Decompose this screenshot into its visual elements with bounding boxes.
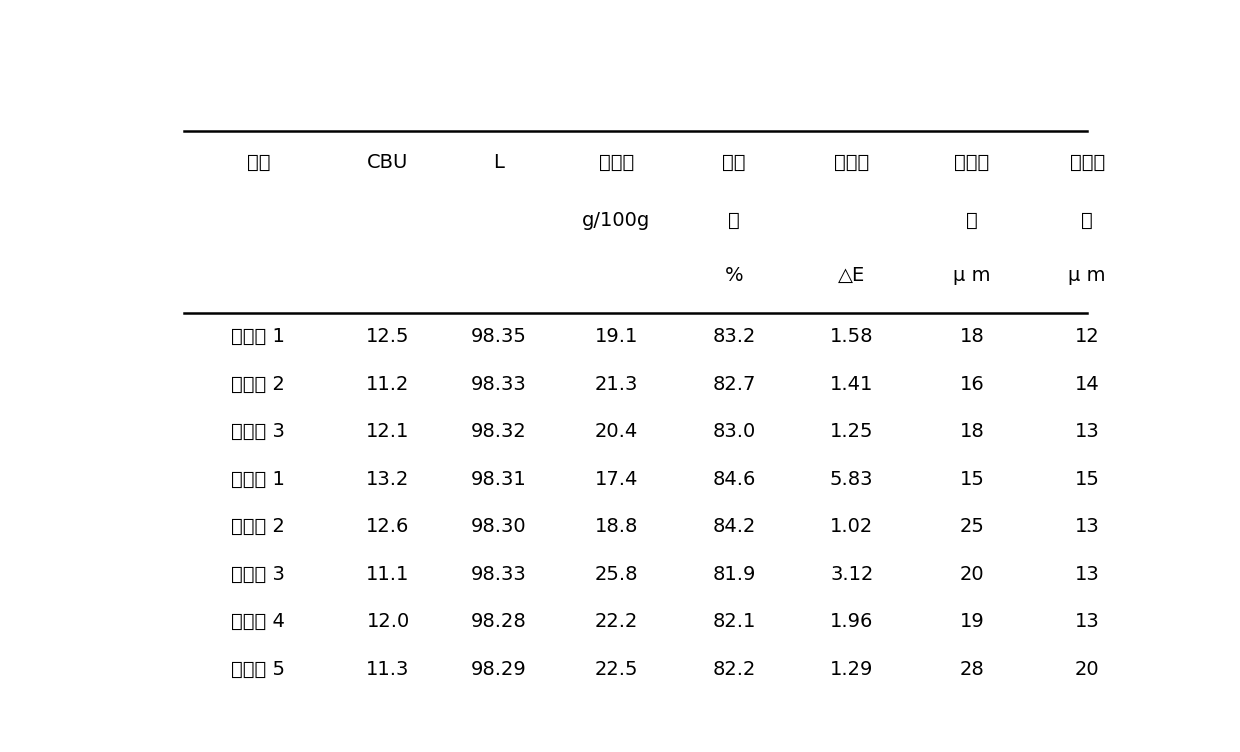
Text: 13: 13 bbox=[1075, 612, 1100, 631]
Text: 18.8: 18.8 bbox=[595, 517, 637, 536]
Text: 对比例 1: 对比例 1 bbox=[232, 470, 285, 489]
Text: 对比例 4: 对比例 4 bbox=[232, 612, 285, 631]
Text: 17.4: 17.4 bbox=[595, 470, 637, 489]
Text: 98.31: 98.31 bbox=[471, 470, 527, 489]
Text: 实施例 1: 实施例 1 bbox=[232, 327, 285, 347]
Text: 11.1: 11.1 bbox=[366, 565, 409, 584]
Text: 遣盖: 遣盖 bbox=[722, 153, 745, 172]
Text: 12.5: 12.5 bbox=[366, 327, 409, 347]
Text: 98.28: 98.28 bbox=[471, 612, 527, 631]
Text: 13: 13 bbox=[1075, 423, 1100, 441]
Text: 82.1: 82.1 bbox=[712, 612, 755, 631]
Text: 20: 20 bbox=[1075, 660, 1100, 679]
Text: 水分散: 水分散 bbox=[1070, 153, 1105, 172]
Text: 20.4: 20.4 bbox=[595, 423, 637, 441]
Text: 98.29: 98.29 bbox=[471, 660, 527, 679]
Text: 1.02: 1.02 bbox=[830, 517, 873, 536]
Text: 实施例 2: 实施例 2 bbox=[232, 375, 285, 394]
Text: g/100g: g/100g bbox=[582, 211, 651, 230]
Text: 98.30: 98.30 bbox=[471, 517, 526, 536]
Text: 对比例 2: 对比例 2 bbox=[232, 517, 285, 536]
Text: 81.9: 81.9 bbox=[712, 565, 755, 584]
Text: 14: 14 bbox=[1075, 375, 1100, 394]
Text: 18: 18 bbox=[960, 327, 985, 347]
Text: 1.58: 1.58 bbox=[830, 327, 873, 347]
Text: 15: 15 bbox=[960, 470, 985, 489]
Text: 28: 28 bbox=[960, 660, 985, 679]
Text: 11.2: 11.2 bbox=[366, 375, 409, 394]
Text: 25: 25 bbox=[960, 517, 985, 536]
Text: 18: 18 bbox=[960, 423, 985, 441]
Text: 力: 力 bbox=[728, 211, 740, 230]
Text: 1.41: 1.41 bbox=[830, 375, 873, 394]
Text: 20: 20 bbox=[960, 565, 985, 584]
Text: 12.0: 12.0 bbox=[366, 612, 409, 631]
Text: 对比例 3: 对比例 3 bbox=[232, 565, 285, 584]
Text: %: % bbox=[724, 266, 743, 285]
Text: 98.33: 98.33 bbox=[471, 565, 527, 584]
Text: 1.25: 1.25 bbox=[830, 423, 873, 441]
Text: μ m: μ m bbox=[954, 266, 991, 285]
Text: 19: 19 bbox=[960, 612, 985, 631]
Text: 12.6: 12.6 bbox=[366, 517, 409, 536]
Text: 16: 16 bbox=[960, 375, 985, 394]
Text: 实施例 3: 实施例 3 bbox=[232, 423, 285, 441]
Text: 98.35: 98.35 bbox=[471, 327, 527, 347]
Text: 5.83: 5.83 bbox=[830, 470, 873, 489]
Text: 12: 12 bbox=[1075, 327, 1100, 347]
Text: 13: 13 bbox=[1075, 565, 1100, 584]
Text: 19.1: 19.1 bbox=[595, 327, 637, 347]
Text: 98.32: 98.32 bbox=[471, 423, 527, 441]
Text: 1.29: 1.29 bbox=[830, 660, 873, 679]
Text: 84.2: 84.2 bbox=[712, 517, 755, 536]
Text: 25.8: 25.8 bbox=[594, 565, 639, 584]
Text: 22.5: 22.5 bbox=[594, 660, 639, 679]
Text: 性: 性 bbox=[966, 211, 977, 230]
Text: 98.33: 98.33 bbox=[471, 375, 527, 394]
Text: 13.2: 13.2 bbox=[366, 470, 409, 489]
Text: 15: 15 bbox=[1075, 470, 1100, 489]
Text: 编号: 编号 bbox=[247, 153, 270, 172]
Text: 油分散: 油分散 bbox=[955, 153, 990, 172]
Text: 11.3: 11.3 bbox=[366, 660, 409, 679]
Text: L: L bbox=[494, 153, 503, 172]
Text: 耗候性: 耗候性 bbox=[835, 153, 869, 172]
Text: 性: 性 bbox=[1081, 211, 1092, 230]
Text: 3.12: 3.12 bbox=[830, 565, 873, 584]
Text: 84.6: 84.6 bbox=[712, 470, 755, 489]
Text: 82.2: 82.2 bbox=[712, 660, 755, 679]
Text: 83.2: 83.2 bbox=[712, 327, 755, 347]
Text: 82.7: 82.7 bbox=[712, 375, 755, 394]
Text: μ m: μ m bbox=[1069, 266, 1106, 285]
Text: 13: 13 bbox=[1075, 517, 1100, 536]
Text: 吸油量: 吸油量 bbox=[599, 153, 634, 172]
Text: 83.0: 83.0 bbox=[712, 423, 755, 441]
Text: 21.3: 21.3 bbox=[595, 375, 637, 394]
Text: 1.96: 1.96 bbox=[830, 612, 873, 631]
Text: 12.1: 12.1 bbox=[366, 423, 409, 441]
Text: CBU: CBU bbox=[367, 153, 409, 172]
Text: △E: △E bbox=[838, 266, 866, 285]
Text: 对比例 5: 对比例 5 bbox=[232, 660, 285, 679]
Text: 22.2: 22.2 bbox=[595, 612, 637, 631]
